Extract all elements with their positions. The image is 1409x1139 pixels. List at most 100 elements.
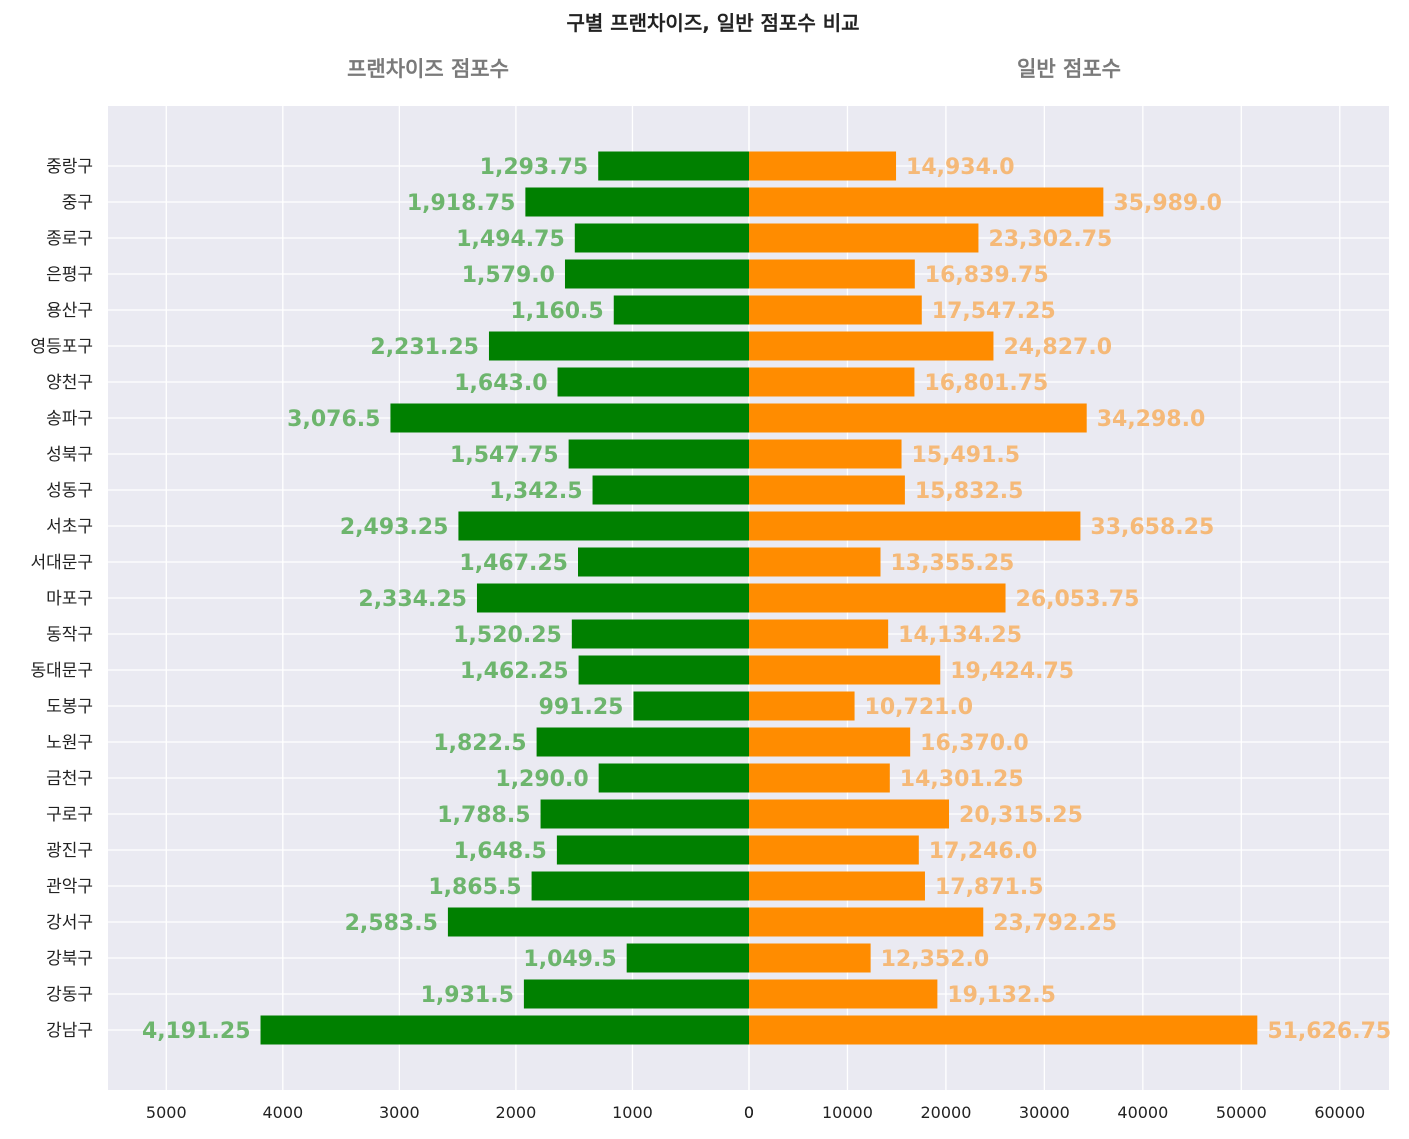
bar-general — [749, 583, 1006, 613]
bar-general — [749, 547, 881, 577]
bar-general — [749, 403, 1087, 433]
value-label-franchise: 991.25 — [539, 695, 624, 720]
value-label-franchise: 1,342.5 — [489, 479, 582, 504]
value-label-franchise: 1,290.0 — [495, 767, 588, 792]
bar-franchise — [447, 907, 749, 937]
value-label-franchise: 1,643.0 — [454, 371, 547, 396]
value-label-franchise: 1,579.0 — [462, 263, 555, 288]
bar-franchise — [260, 1015, 749, 1045]
bar-general — [749, 187, 1104, 217]
value-label-general: 19,132.5 — [947, 983, 1056, 1008]
bar-general — [749, 799, 950, 829]
tick-label-left: 5000 — [146, 1103, 187, 1122]
bar-general — [749, 475, 905, 505]
value-label-franchise: 2,493.25 — [340, 515, 449, 540]
value-label-general: 13,355.25 — [890, 551, 1014, 576]
value-label-franchise: 1,931.5 — [421, 983, 514, 1008]
value-label-general: 14,301.25 — [900, 767, 1024, 792]
value-label-franchise: 1,467.25 — [459, 551, 568, 576]
category-label: 구로구 — [46, 805, 93, 825]
value-label-franchise: 1,788.5 — [437, 803, 530, 828]
tick-label-right: 40000 — [1117, 1103, 1168, 1122]
tick-label-left: 2000 — [496, 1103, 537, 1122]
category-label: 동작구 — [46, 625, 93, 645]
value-label-general: 17,246.0 — [929, 839, 1038, 864]
bar-general — [749, 619, 889, 649]
bar-franchise — [556, 835, 749, 865]
value-label-general: 24,827.0 — [1003, 335, 1112, 360]
category-label: 중랑구 — [46, 157, 93, 177]
value-label-general: 14,134.25 — [898, 623, 1022, 648]
bar-franchise — [633, 691, 749, 721]
tick-label-zero: 0 — [744, 1103, 754, 1122]
category-label: 영등포구 — [30, 337, 93, 357]
category-label: 서대문구 — [30, 553, 93, 573]
bar-franchise — [598, 151, 749, 181]
bar-general — [749, 691, 855, 721]
bar-franchise — [564, 259, 749, 289]
category-label: 노원구 — [46, 733, 93, 753]
bar-franchise — [525, 187, 749, 217]
category-labels: 강남구 강동구 강북구 강서구 관악구 광진구 구로구 금천구 노원구 도봉구 동대문구 동작구 마포구… — [30, 157, 93, 1041]
bar-franchise — [540, 799, 749, 829]
bar-franchise — [523, 979, 749, 1009]
value-label-general: 15,832.5 — [915, 479, 1024, 504]
value-label-franchise: 1,547.75 — [450, 443, 559, 468]
bar-franchise — [577, 547, 749, 577]
category-label: 도봉구 — [46, 697, 93, 717]
value-label-general: 26,053.75 — [1016, 587, 1140, 612]
chart-title: 구별 프랜차이즈, 일반 점포수 비교 — [566, 11, 859, 35]
category-label: 용산구 — [46, 301, 93, 321]
bar-general — [749, 151, 897, 181]
value-label-general: 17,547.25 — [932, 299, 1056, 324]
bar-general — [749, 259, 915, 289]
bar-general — [749, 763, 890, 793]
category-label: 동대문구 — [30, 661, 93, 681]
bar-general — [749, 907, 984, 937]
bar-general — [749, 655, 941, 685]
bar-franchise — [571, 619, 749, 649]
category-label: 종로구 — [46, 229, 93, 249]
value-label-franchise: 1,494.75 — [456, 227, 565, 252]
bar-franchise — [592, 475, 749, 505]
value-label-franchise: 4,191.25 — [142, 1019, 251, 1044]
value-label-general: 23,792.25 — [993, 911, 1117, 936]
tick-label-right: 10000 — [822, 1103, 873, 1122]
bar-franchise — [598, 763, 749, 793]
category-label: 은평구 — [46, 265, 93, 285]
category-label: 송파구 — [46, 409, 93, 429]
bar-general — [749, 835, 919, 865]
tick-label-left: 4000 — [262, 1103, 303, 1122]
value-label-franchise: 1,462.25 — [460, 659, 569, 684]
value-label-franchise: 2,231.25 — [370, 335, 479, 360]
bar-general — [749, 979, 938, 1009]
category-label: 성동구 — [46, 481, 93, 501]
bar-franchise — [568, 439, 749, 469]
bars — [260, 151, 1258, 1045]
bar-general — [749, 331, 994, 361]
bar-franchise — [476, 583, 749, 613]
value-label-franchise: 1,648.5 — [454, 839, 547, 864]
bar-general — [749, 223, 979, 253]
tick-label-right: 30000 — [1019, 1103, 1070, 1122]
category-label: 강남구 — [46, 1021, 93, 1041]
value-label-general: 12,352.0 — [881, 947, 990, 972]
bar-general — [749, 943, 871, 973]
value-label-general: 51,626.75 — [1267, 1019, 1391, 1044]
value-label-general: 16,839.75 — [925, 263, 1049, 288]
category-label: 양천구 — [46, 373, 93, 393]
bar-franchise — [557, 367, 749, 397]
value-label-general: 15,491.5 — [912, 443, 1021, 468]
tick-label-left: 1000 — [612, 1103, 653, 1122]
value-label-general: 23,302.75 — [988, 227, 1112, 252]
value-label-general: 33,658.25 — [1090, 515, 1214, 540]
category-label: 서초구 — [46, 517, 93, 537]
value-label-general: 17,871.5 — [935, 875, 1044, 900]
bar-franchise — [390, 403, 749, 433]
tick-label-left: 3000 — [379, 1103, 420, 1122]
tick-label-right: 50000 — [1216, 1103, 1267, 1122]
bar-general — [749, 727, 911, 757]
value-label-general: 14,934.0 — [906, 155, 1015, 180]
value-labels: 4,191.25 51,626.75 1,931.5 19,132.5 1,049.5 1… — [142, 155, 1391, 1044]
